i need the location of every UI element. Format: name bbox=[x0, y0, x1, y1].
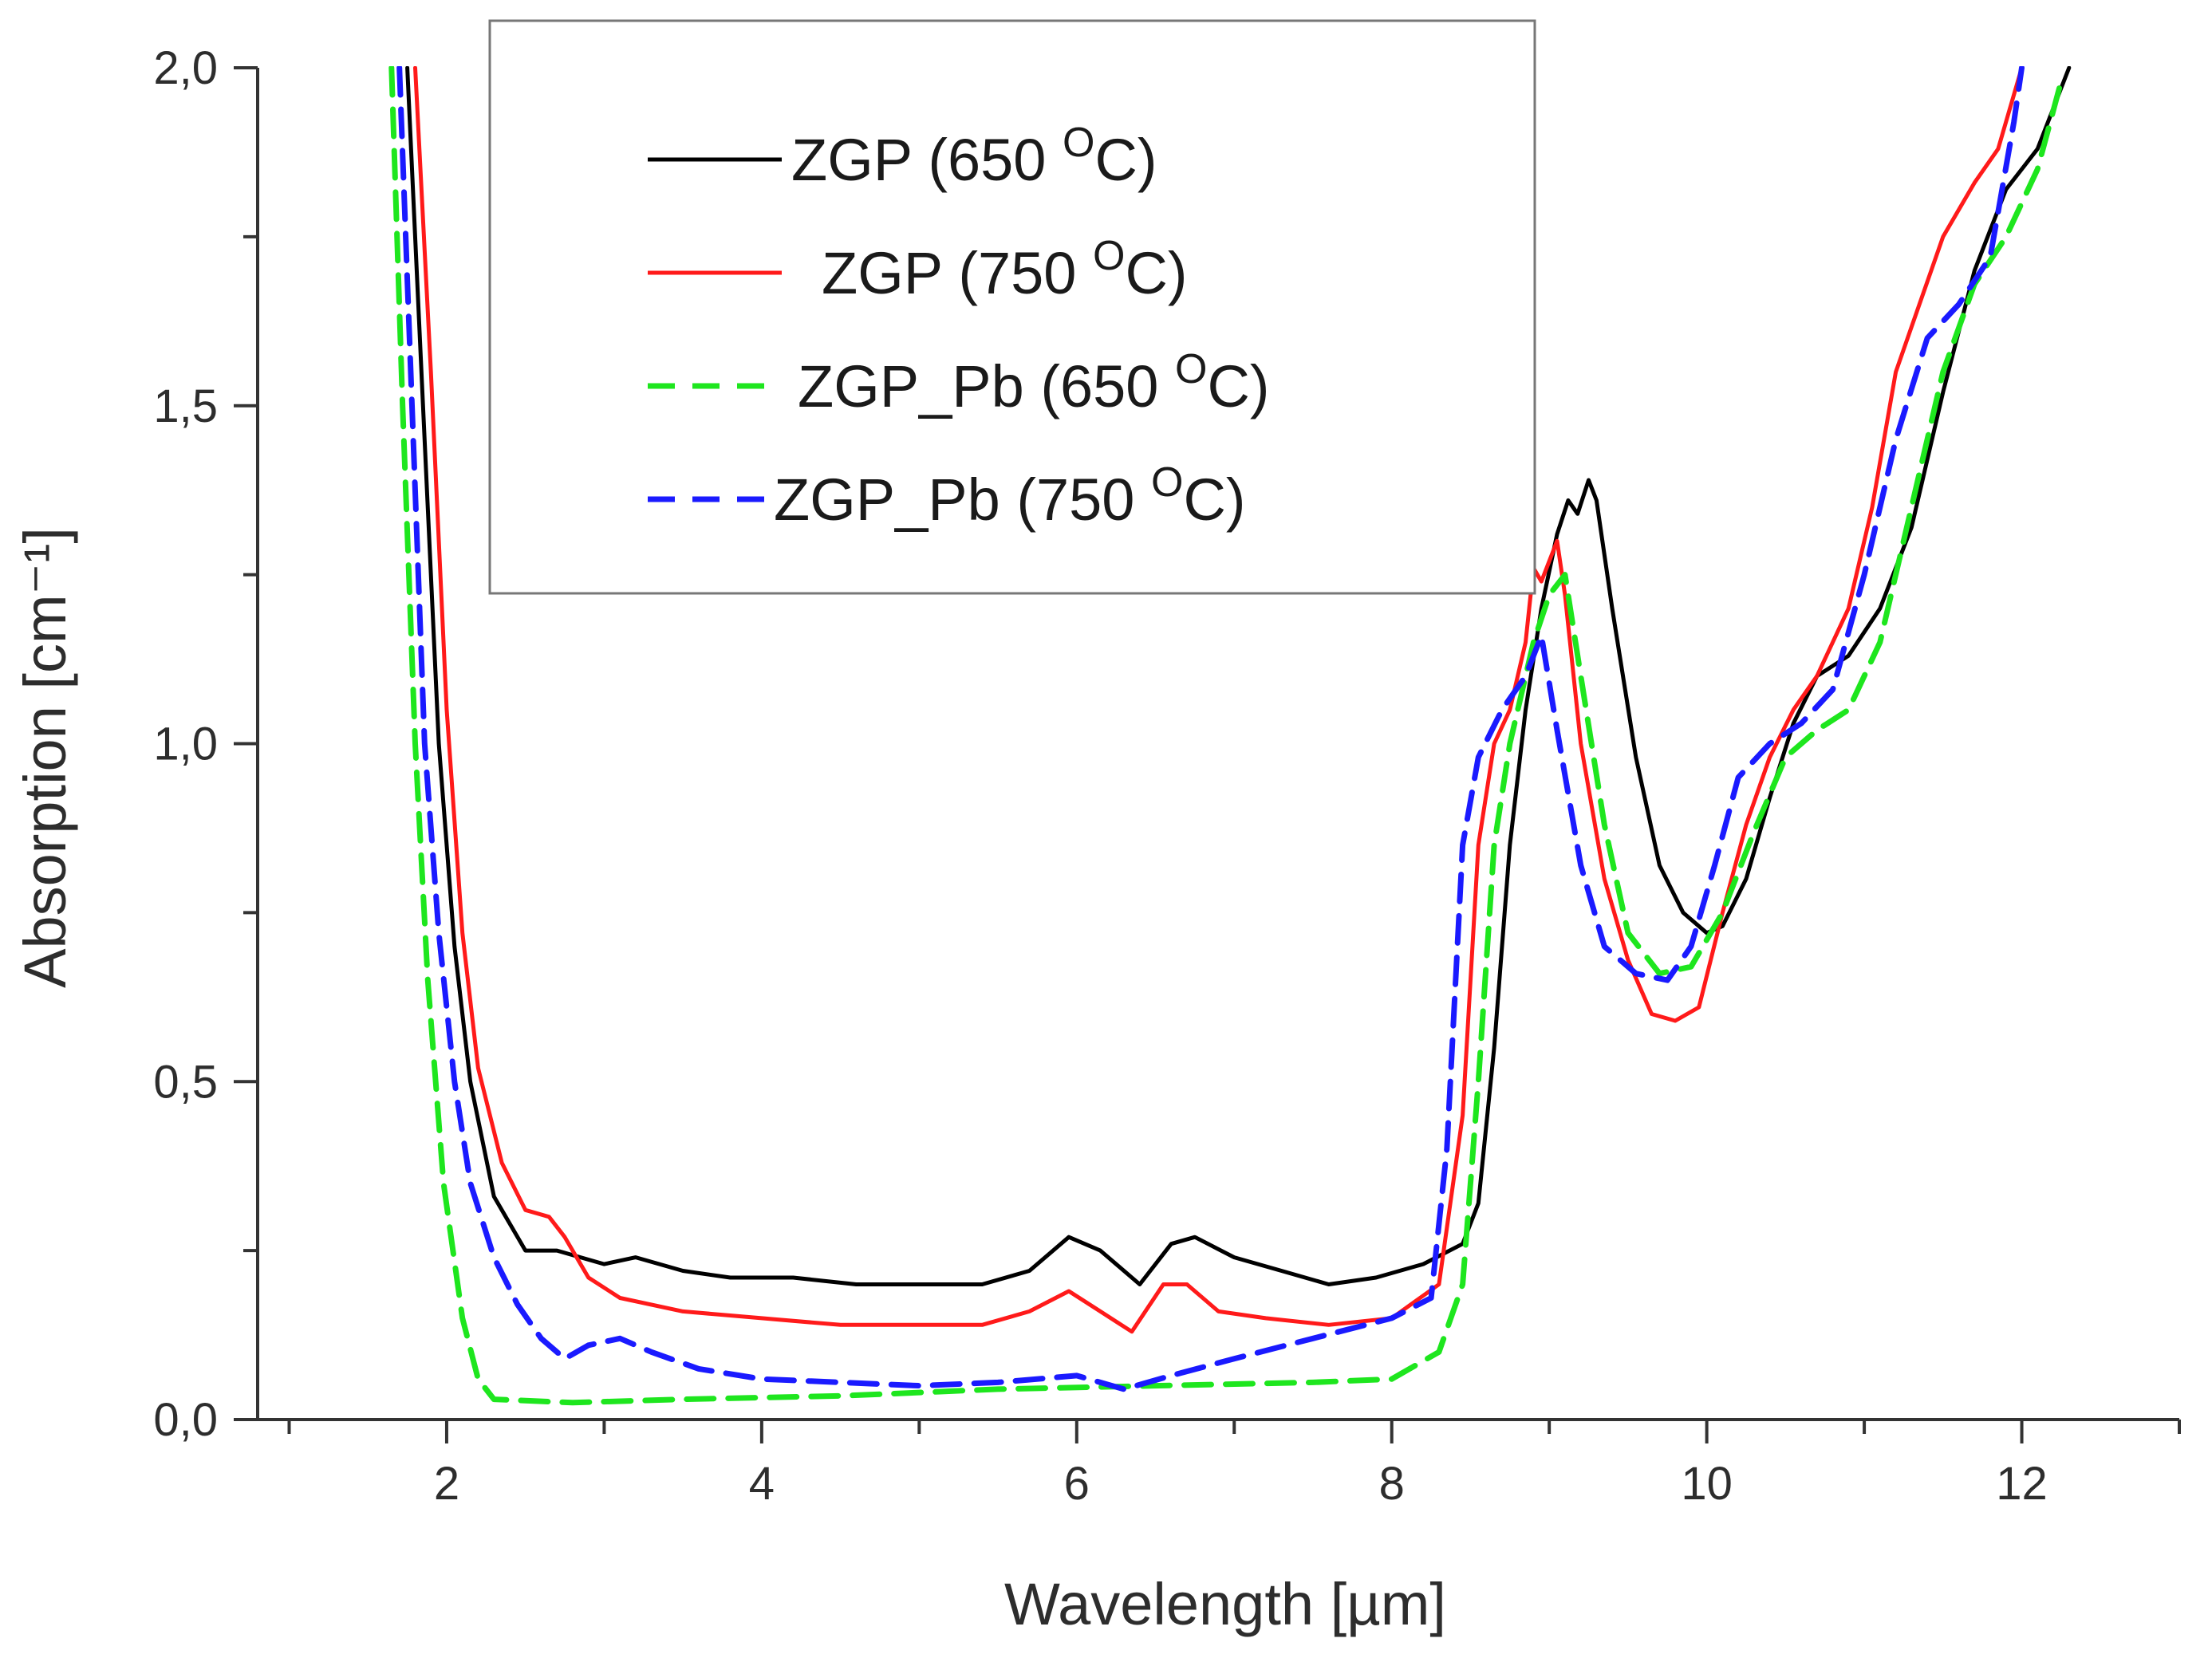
x-tick-label: 6 bbox=[1064, 1458, 1090, 1510]
x-tick-label: 12 bbox=[1996, 1458, 2048, 1510]
y-axis-title: Absorption [cm⁻¹] bbox=[12, 527, 78, 988]
legend: ZGP (650 OC) ZGP (750 OC) ZGP_Pb (650 OC) Z… bbox=[488, 19, 1536, 595]
series-line-3 bbox=[388, 66, 2064, 1406]
x-axis-title: Wavelength [µm] bbox=[1004, 1571, 1446, 1637]
series-line-4 bbox=[396, 66, 2025, 1392]
legend-label-4: ZGP_Pb (750 OC) bbox=[774, 459, 1246, 533]
x-tick-label: 4 bbox=[749, 1458, 775, 1510]
y-tick-label: 2,0 bbox=[153, 42, 218, 94]
y-tick-label: 1,0 bbox=[153, 719, 218, 770]
y-tick-label: 1,5 bbox=[153, 380, 218, 432]
legend-label-1: ZGP (650 OC) bbox=[791, 120, 1157, 193]
x-tick-label: 2 bbox=[434, 1458, 459, 1510]
legend-label-3: ZGP_Pb (650 OC) bbox=[798, 346, 1270, 419]
series-line-1 bbox=[405, 66, 2072, 1286]
y-tick-label: 0,0 bbox=[153, 1394, 218, 1446]
series-line-2 bbox=[413, 66, 2024, 1334]
legend-label-2: ZGP (750 OC) bbox=[822, 233, 1188, 306]
y-tick-label: 0,5 bbox=[153, 1056, 218, 1108]
x-tick-label: 8 bbox=[1379, 1458, 1405, 1510]
series-layer bbox=[388, 66, 2072, 1406]
x-tick-label: 10 bbox=[1681, 1458, 1733, 1510]
ticks-layer: 2 4 6 8 10 12 0,0 0,5 1,0 1,5 2,0 bbox=[153, 42, 2181, 1510]
